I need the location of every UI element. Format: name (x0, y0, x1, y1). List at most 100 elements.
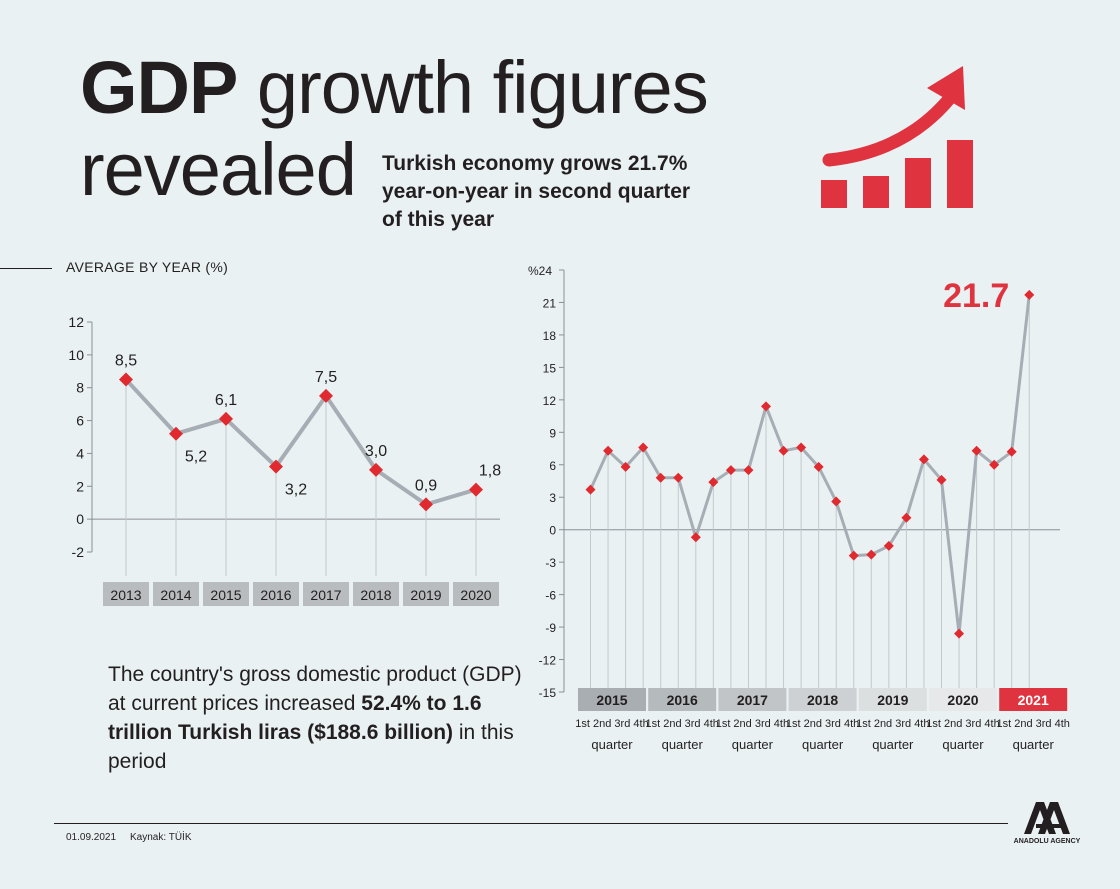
subtitle-line3: of this year (382, 208, 495, 231)
right-data-point (1024, 289, 1035, 300)
right-quarter-word: quarter (591, 737, 633, 752)
footer-divider (54, 823, 1008, 824)
left-data-point (319, 388, 333, 403)
right-year-box (858, 688, 927, 711)
right-quarter-word: quarter (1013, 737, 1055, 752)
left-data-point (169, 426, 183, 441)
right-data-point (725, 465, 736, 476)
left-data-label: 8,5 (115, 353, 137, 370)
right-quarter-labels: 1st 2nd 3rd 4th (997, 718, 1070, 730)
left-year-label: 2020 (460, 587, 491, 603)
right-data-point (883, 540, 894, 551)
right-data-point (813, 461, 824, 472)
right-data-point (954, 628, 965, 639)
right-year-label: 2015 (596, 692, 627, 708)
left-data-label: 0,9 (415, 477, 437, 494)
left-year-label: 2016 (260, 587, 291, 603)
right-quarter-labels: 1st 2nd 3rd 4th (646, 718, 719, 730)
right-quarter-labels: 1st 2nd 3rd 4th (716, 718, 789, 730)
right-quarter-word: quarter (872, 737, 914, 752)
right-data-point (603, 445, 614, 456)
left-y-tick-label: 6 (76, 413, 84, 429)
subtitle-line2: year-on-year in second quarter (382, 180, 691, 203)
left-year-box (403, 582, 449, 606)
right-year-label: 2021 (1018, 692, 1049, 708)
left-year-box (303, 582, 349, 606)
left-chart-title: AVERAGE BY YEAR (%) (66, 259, 229, 275)
left-data-point (419, 497, 433, 512)
right-y-tick-label: -9 (545, 621, 556, 635)
left-data-label: 5,2 (185, 449, 207, 466)
description-part1: The country's gross domestic product (GD… (108, 663, 522, 715)
right-y-tick-label: -6 (545, 589, 556, 603)
right-data-point (831, 496, 842, 507)
right-data-point (866, 549, 877, 560)
left-year-box (153, 582, 199, 606)
left-year-label: 2019 (410, 587, 441, 603)
right-chart: %24 21 18 15 12 9 6 3 0 -3 -6 -9 -12 -15 21.7 2015 1st 2… (528, 264, 1070, 752)
right-data-point (918, 454, 929, 465)
right-year-label: 2019 (877, 692, 908, 708)
left-y-tick-label: 0 (76, 511, 84, 527)
title-bold: GDP (80, 46, 238, 129)
left-data-point (369, 462, 383, 477)
subtitle-line1: Turkish economy grows 21.7% (382, 152, 688, 175)
right-highlight-label: 21.7 (943, 277, 1009, 315)
left-series-line (124, 378, 477, 507)
left-data-label: 1,8 (479, 463, 501, 480)
subtitle: Turkish economy grows 21.7% year-on-year… (382, 150, 742, 234)
left-data-point (469, 482, 483, 497)
left-data-label: 3,2 (285, 482, 307, 499)
left-year-label: 2014 (160, 587, 191, 603)
left-chart: 12 10 8 6 4 2 0 -2 8,5 5,2 6,1 3,2 7,5 3,0 0,9 1,8 2013 2… (68, 314, 501, 606)
left-year-label: 2018 (360, 587, 391, 603)
description: The country's gross domestic product (GD… (108, 660, 528, 776)
right-quarter-labels: 1st 2nd 3rd 4th (786, 718, 859, 730)
right-series-line (589, 294, 1031, 636)
left-year-box (453, 582, 499, 606)
right-y-tick-label: 12 (543, 394, 557, 408)
right-data-point (778, 445, 789, 456)
right-data-point (936, 474, 947, 485)
right-y-tick-label: 9 (549, 426, 556, 440)
left-y-tick-label: 10 (68, 347, 84, 363)
right-data-point (585, 484, 596, 495)
right-data-point (848, 550, 859, 561)
right-data-point (743, 465, 754, 476)
section-divider (0, 268, 52, 269)
description-part2: in this period (108, 721, 514, 773)
right-y-tick-label: 3 (549, 491, 556, 505)
right-unit-label: %24 (528, 264, 552, 278)
left-y-tick-label: 4 (76, 445, 84, 461)
left-year-label: 2013 (110, 587, 141, 603)
left-year-box (203, 582, 249, 606)
right-data-point (708, 477, 719, 488)
anadolu-agency-logo-icon (1024, 802, 1070, 834)
right-year-label: 2016 (667, 692, 698, 708)
right-y-tick-label: -15 (539, 686, 557, 700)
left-data-label: 7,5 (315, 369, 337, 386)
right-data-point (620, 461, 631, 472)
right-data-point (761, 401, 771, 412)
title-rest: growth figures (237, 46, 709, 129)
footer-source: Kaynak: TÜİK (130, 832, 192, 843)
right-year-box (929, 688, 997, 711)
right-year-box (648, 688, 717, 711)
left-data-label: 3,0 (365, 443, 387, 460)
right-y-tick-label: 15 (543, 361, 557, 375)
right-year-label: 2017 (737, 692, 768, 708)
left-data-point (219, 411, 233, 426)
right-quarter-labels: 1st 2nd 3rd 4th (856, 718, 929, 730)
right-data-point (638, 442, 649, 453)
right-y-tick-label: -3 (545, 556, 556, 570)
right-quarter-word: quarter (732, 737, 774, 752)
right-quarter-labels: 1st 2nd 3rd 4th (926, 718, 999, 730)
right-y-tick-label: 6 (549, 459, 556, 473)
right-year-box (788, 688, 857, 711)
right-quarter-word: quarter (942, 737, 984, 752)
right-y-tick-label: 0 (549, 524, 556, 538)
right-data-point (901, 512, 912, 523)
left-year-label: 2015 (210, 587, 241, 603)
left-y-tick-label: 8 (76, 380, 84, 396)
left-y-tick-label: 2 (76, 478, 84, 494)
